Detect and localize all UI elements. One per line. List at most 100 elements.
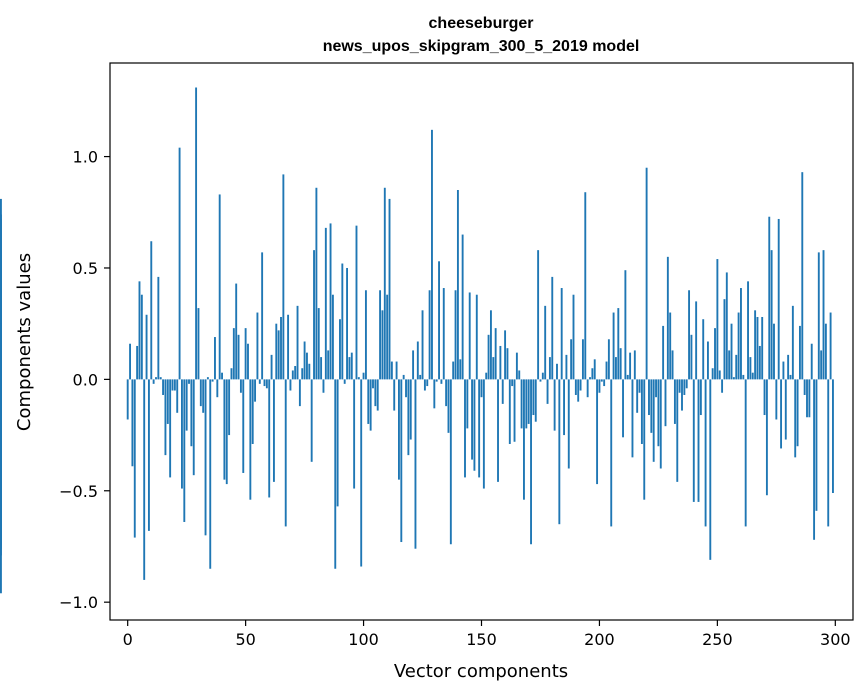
bar [525,379,528,429]
bar [324,227,327,380]
bar [523,379,525,500]
bar [662,325,665,380]
bar [202,379,205,413]
bar [164,379,167,456]
bar [721,379,724,393]
bar [504,330,507,380]
bar [454,290,457,380]
bar [343,379,346,384]
bar [681,379,683,411]
bar [428,290,431,380]
bar [586,379,589,398]
bar [211,379,214,382]
bar [169,379,172,478]
bar [235,283,238,380]
bar [520,379,523,429]
bar [225,379,228,485]
bar [546,379,549,404]
bar [631,379,634,458]
bar [251,379,254,444]
bar [695,301,698,380]
bar [445,379,448,407]
bar [291,370,294,380]
bar [765,379,768,496]
bar [803,379,806,395]
bar [185,379,188,431]
bar [607,339,610,380]
bar [364,290,367,380]
bar [244,328,247,380]
bar [794,379,797,458]
bar [471,379,474,460]
bar [742,374,745,380]
bar [489,310,492,380]
bar [593,359,596,380]
y-tick-label: −1.0 [59,593,98,612]
bar [544,305,547,380]
bar [303,341,306,380]
bar [383,187,386,380]
bar [584,192,587,380]
bar [400,379,403,543]
bar [405,379,407,398]
bar [341,263,344,380]
bar [553,379,556,431]
bars-group [0,87,834,594]
bar [768,216,771,380]
bar [596,379,599,485]
bar [350,352,353,380]
bar [706,341,709,380]
bar [640,379,643,444]
bar [183,379,186,522]
bar [461,234,464,380]
bar [216,379,219,398]
bar [362,372,365,380]
bar [369,379,372,431]
x-axis-label: Vector components [394,661,568,682]
bar [188,379,190,384]
bar [367,379,370,424]
bar [138,281,141,380]
bar [199,379,202,407]
y-tick-label: −0.5 [59,482,98,501]
bar [758,345,761,380]
bar [610,379,613,527]
bar [744,379,747,527]
bar [548,357,551,380]
x-tick-label: 150 [466,630,497,649]
bar [348,357,351,380]
bar [702,319,705,380]
bar [468,292,471,380]
bar [435,379,438,382]
bar [600,379,603,382]
bar [589,377,591,380]
bar [787,354,790,380]
bar [615,357,617,380]
bar [173,379,176,391]
bar [386,294,389,380]
bar [820,350,823,380]
bar [395,361,398,380]
bar [699,379,702,416]
bar [275,323,278,380]
bar [508,379,511,444]
x-tick-label: 50 [235,630,255,649]
bar [239,379,242,393]
bar [556,363,558,380]
bar [221,372,223,380]
bar [381,310,384,380]
bar [782,361,785,380]
bar [728,350,731,380]
bar [784,379,787,440]
bar [655,379,657,398]
bar [254,379,257,402]
bar [152,379,155,384]
bar [652,379,655,462]
bar [393,379,396,411]
bar [669,312,672,380]
bar [725,272,728,380]
bar [313,250,315,380]
bar [482,379,485,489]
bar [230,368,233,380]
bar [440,379,443,384]
